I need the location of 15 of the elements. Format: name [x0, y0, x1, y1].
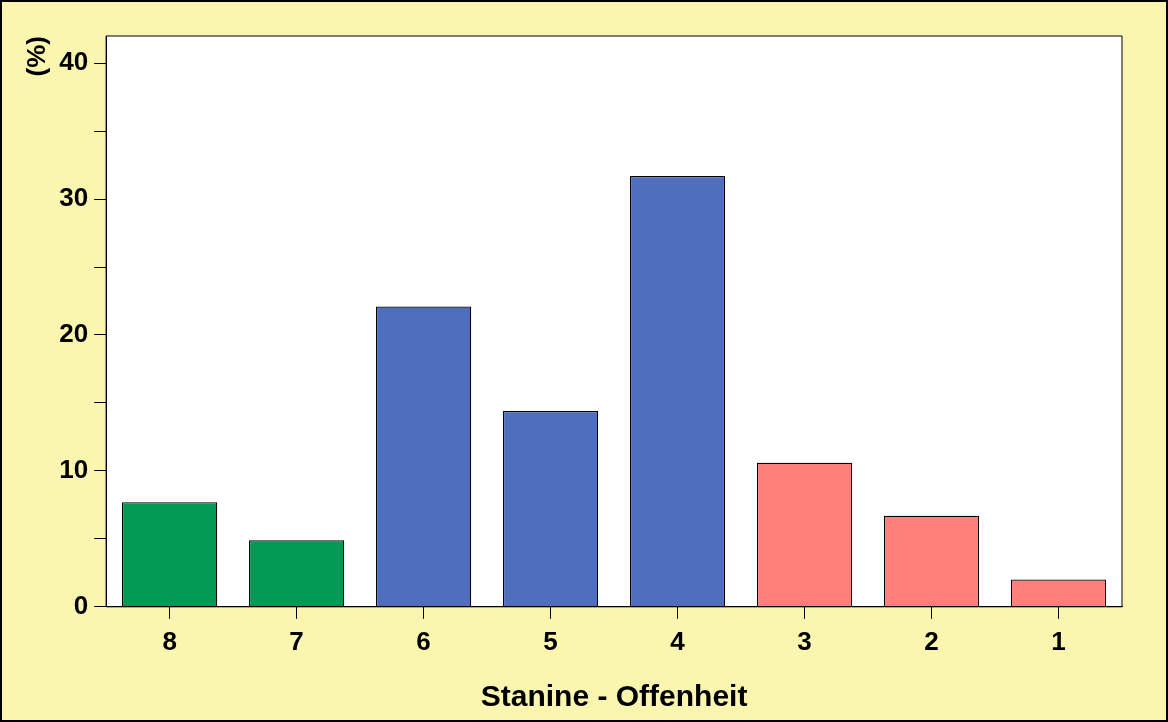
- y-tick-label: 10: [59, 454, 89, 485]
- y-tick-label: 0: [73, 589, 89, 620]
- x-tick-label: 4: [670, 625, 686, 656]
- x-tick-label: 2: [924, 625, 939, 656]
- y-axis-title: (%): [20, 36, 51, 77]
- x-tick-label: 1: [1051, 625, 1066, 656]
- x-tick-label: 5: [543, 625, 558, 656]
- x-tick-label: 3: [797, 625, 812, 656]
- y-tick-label: 20: [59, 318, 89, 349]
- x-axis-title: Stanine - Offenheit: [480, 679, 748, 713]
- y-tick-label: 40: [59, 46, 89, 77]
- y-tick-label: 30: [59, 182, 89, 213]
- x-tick-label: 8: [162, 625, 177, 656]
- x-tick-label: 7: [289, 625, 304, 656]
- x-tick-label: 6: [416, 625, 431, 656]
